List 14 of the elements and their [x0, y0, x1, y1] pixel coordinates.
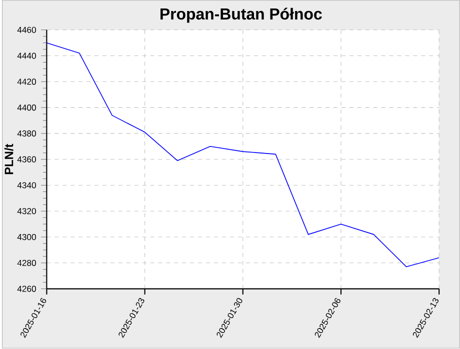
line-series: [46, 42, 440, 268]
y-tick-label: 4280: [17, 260, 36, 266]
chart-title: Propan-Butan Północ: [160, 8, 322, 23]
y-tick-label: 4460: [17, 27, 36, 34]
y-tick-label: 4400: [17, 104, 36, 111]
y-axis-title: PLN/t: [4, 144, 14, 174]
y-tick-label: 4440: [17, 52, 36, 60]
y-tick-label: 4380: [17, 130, 36, 137]
y-tick-label: 4360: [17, 156, 36, 163]
y-tick-label: 4260: [17, 286, 36, 292]
y-tick-label: 4300: [17, 234, 36, 240]
y-tick-label: 4320: [17, 208, 36, 214]
y-tick-label: 4420: [17, 78, 36, 85]
y-tick-label: 4340: [17, 182, 36, 189]
